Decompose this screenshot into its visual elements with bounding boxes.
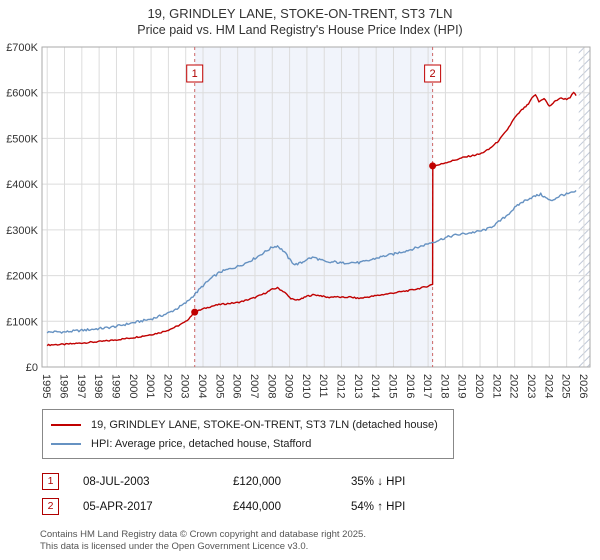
svg-text:1: 1 — [192, 68, 198, 80]
svg-text:2022: 2022 — [508, 374, 520, 398]
svg-text:£200K: £200K — [6, 271, 38, 283]
svg-text:2025: 2025 — [560, 374, 572, 398]
svg-text:£400K: £400K — [6, 179, 38, 191]
svg-text:£600K: £600K — [6, 88, 38, 100]
svg-text:£300K: £300K — [6, 225, 38, 237]
svg-text:2018: 2018 — [438, 374, 450, 398]
svg-text:2002: 2002 — [161, 374, 173, 398]
transaction-1-hpi-delta: 35% ↓ HPI — [351, 475, 406, 488]
svg-text:2017: 2017 — [421, 374, 433, 398]
price-history-chart: £0 £100K £200K £300K £400K £500K £600K £700K 199… — [6, 42, 591, 398]
svg-text:£100K: £100K — [6, 316, 38, 328]
svg-text:2013: 2013 — [352, 374, 364, 398]
legend-item-hpi: HPI: Average price, detached house, Staf… — [51, 434, 445, 453]
transaction-2-price: £440,000 — [233, 500, 281, 513]
footer-line-1: Contains HM Land Registry data © Crown c… — [40, 529, 366, 540]
page-subtitle: Price paid vs. HM Land Registry's House … — [137, 23, 463, 37]
svg-text:2020: 2020 — [473, 374, 485, 398]
svg-text:2001: 2001 — [144, 374, 156, 398]
svg-text:2011: 2011 — [317, 374, 329, 398]
svg-text:2007: 2007 — [248, 374, 260, 398]
svg-text:£0: £0 — [26, 362, 38, 374]
chart-legend: 19, GRINDLEY LANE, STOKE-ON-TRENT, ST3 7… — [42, 409, 454, 459]
transaction-2-hpi-delta: 54% ↑ HPI — [351, 500, 406, 513]
svg-text:1999: 1999 — [109, 374, 121, 398]
license-footer: Contains HM Land Registry data © Crown c… — [40, 529, 600, 554]
svg-text:1997: 1997 — [75, 374, 87, 398]
transaction-row-1: 1 08-JUL-2003 £120,000 35% ↓ HPI — [42, 469, 600, 494]
transaction-1-marker: 1 — [42, 473, 59, 490]
svg-text:2021: 2021 — [490, 374, 502, 398]
transaction-1-date: 08-JUL-2003 — [83, 475, 150, 488]
svg-text:2008: 2008 — [265, 374, 277, 398]
svg-text:2012: 2012 — [335, 374, 347, 398]
hpi-line-swatch — [51, 442, 81, 445]
legend-item-property: 19, GRINDLEY LANE, STOKE-ON-TRENT, ST3 7… — [51, 415, 445, 434]
transaction-row-2: 2 05-APR-2017 £440,000 54% ↑ HPI — [42, 494, 600, 519]
page-title: 19, GRINDLEY LANE, STOKE-ON-TRENT, ST3 7… — [147, 6, 453, 21]
transaction-2-marker: 2 — [42, 498, 59, 515]
property-line-swatch — [51, 423, 81, 426]
svg-text:2024: 2024 — [542, 374, 554, 398]
svg-text:£700K: £700K — [6, 42, 38, 54]
svg-text:2004: 2004 — [196, 374, 208, 398]
svg-text:2015: 2015 — [386, 374, 398, 398]
svg-text:2005: 2005 — [213, 374, 225, 398]
legend-label-hpi: HPI: Average price, detached house, Staf… — [91, 437, 312, 450]
svg-text:2016: 2016 — [404, 374, 416, 398]
svg-text:2010: 2010 — [300, 374, 312, 398]
footer-line-2: This data is licensed under the Open Gov… — [40, 541, 309, 553]
transaction-2-date: 05-APR-2017 — [83, 500, 153, 513]
transaction-1-price: £120,000 — [233, 475, 281, 488]
svg-text:2: 2 — [430, 68, 436, 80]
transaction-list: 1 08-JUL-2003 £120,000 35% ↓ HPI 2 05-AP… — [42, 469, 600, 519]
svg-text:2000: 2000 — [127, 374, 139, 398]
svg-text:£500K: £500K — [6, 133, 38, 145]
svg-text:1998: 1998 — [92, 374, 104, 398]
svg-text:1995: 1995 — [40, 374, 52, 398]
svg-text:2003: 2003 — [179, 374, 191, 398]
svg-text:2006: 2006 — [231, 374, 243, 398]
legend-label-property: 19, GRINDLEY LANE, STOKE-ON-TRENT, ST3 7… — [91, 418, 438, 431]
svg-text:2009: 2009 — [283, 374, 295, 398]
svg-text:1996: 1996 — [58, 374, 70, 398]
svg-text:2014: 2014 — [369, 374, 381, 398]
svg-text:2019: 2019 — [456, 374, 468, 398]
svg-text:2023: 2023 — [525, 374, 537, 398]
svg-text:2026: 2026 — [577, 374, 589, 398]
